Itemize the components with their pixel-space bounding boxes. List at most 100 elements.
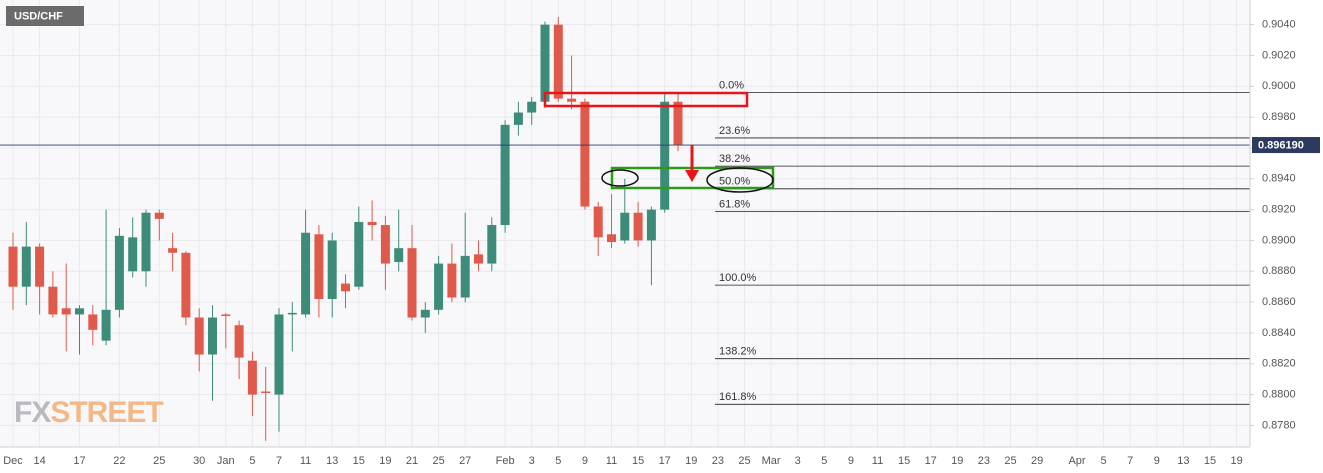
x-tick-label: 25 xyxy=(432,455,444,467)
x-tick-label: 27 xyxy=(459,455,471,467)
fib-label: 138.2% xyxy=(719,346,757,358)
candle-body xyxy=(633,212,643,241)
y-tick-label: 0.9020 xyxy=(1262,49,1296,61)
candle-body xyxy=(354,221,364,287)
x-tick-label: 17 xyxy=(925,455,937,467)
x-tick-label: 14 xyxy=(33,455,45,467)
last-price-tag xyxy=(1252,137,1320,154)
candles xyxy=(8,16,683,441)
x-tick-label: 5 xyxy=(249,455,255,467)
candle-body xyxy=(460,255,470,298)
x-tick-label: 13 xyxy=(1177,455,1189,467)
x-tick-label: 9 xyxy=(1154,455,1160,467)
x-tick-label: 11 xyxy=(606,455,617,467)
x-tick-label: 22 xyxy=(113,455,125,467)
x-tick-label: 19 xyxy=(685,455,697,467)
candle-body xyxy=(407,248,417,318)
candle-body xyxy=(673,101,683,145)
x-tick-label: Dec xyxy=(3,455,23,467)
fib-label: 61.8% xyxy=(719,198,750,210)
candle-body xyxy=(553,24,563,99)
candle-body xyxy=(274,314,284,395)
candle-body xyxy=(247,360,257,395)
candle-body xyxy=(447,263,457,298)
candle-body xyxy=(646,209,656,241)
ellipse xyxy=(601,169,639,187)
x-tick-label: 19 xyxy=(379,455,391,467)
y-tick-label: 0.8940 xyxy=(1262,173,1296,185)
candle-body xyxy=(420,309,430,318)
x-tick-label: Jan xyxy=(217,455,235,467)
candle-body xyxy=(660,101,670,210)
candle-body xyxy=(301,232,311,315)
chart-title: USD/CHF xyxy=(14,10,63,22)
x-tick-label: 5 xyxy=(821,455,827,467)
y-tick-label: 0.8780 xyxy=(1262,419,1296,431)
candle-body xyxy=(208,317,217,355)
x-tick-label: 5 xyxy=(1101,455,1107,467)
candle-body xyxy=(194,317,204,355)
x-tick-label: 21 xyxy=(406,455,418,467)
candle-body xyxy=(61,308,71,315)
candle-body xyxy=(607,234,616,242)
candle-body xyxy=(114,235,124,310)
candle-body xyxy=(168,248,178,253)
candle-body xyxy=(434,263,444,310)
candle-body xyxy=(474,254,483,264)
x-tick-label: 25 xyxy=(1004,455,1016,467)
candle-body xyxy=(513,112,523,125)
y-tick-label: 0.8820 xyxy=(1262,358,1296,370)
candle-body xyxy=(287,312,297,315)
fib-label: 100.0% xyxy=(719,272,757,284)
candle-body xyxy=(8,246,18,287)
candle-body xyxy=(394,248,404,263)
watermark-part: STREET xyxy=(50,396,163,429)
x-tick-label: 13 xyxy=(326,455,338,467)
watermark-part: FX xyxy=(14,396,51,429)
x-tick-label: 7 xyxy=(276,455,282,467)
candle-body xyxy=(380,225,390,264)
x-tick-label: 19 xyxy=(1230,455,1242,467)
candle-body xyxy=(593,206,603,238)
candle-body xyxy=(128,237,138,272)
candle-body xyxy=(181,252,191,318)
candle-body xyxy=(261,391,271,394)
x-tick-label: 11 xyxy=(872,455,883,467)
candle-body xyxy=(234,325,244,358)
candle-body xyxy=(620,212,630,241)
candle-body xyxy=(580,101,590,207)
x-tick-label: 11 xyxy=(300,455,311,467)
x-tick-label: Feb xyxy=(496,455,515,467)
candle-body xyxy=(221,314,231,316)
y-tick-label: 0.9000 xyxy=(1262,80,1296,92)
candle-body xyxy=(141,212,151,272)
x-tick-label: 17 xyxy=(73,455,85,467)
candle-body xyxy=(75,308,84,315)
x-tick-label: 15 xyxy=(632,455,644,467)
y-tick-label: 0.8840 xyxy=(1262,327,1296,339)
x-tick-label: 3 xyxy=(795,455,801,467)
candle-body xyxy=(341,283,350,292)
watermark: FXSTREET xyxy=(14,396,163,429)
x-tick-label: 23 xyxy=(712,455,724,467)
x-tick-label: 9 xyxy=(848,455,854,467)
x-tick-label: 3 xyxy=(529,455,535,467)
candle-body xyxy=(567,98,577,102)
arrow-head xyxy=(685,170,699,182)
fib-label: 0.0% xyxy=(719,79,744,91)
fib-label: 23.6% xyxy=(719,125,750,137)
candle-body xyxy=(314,234,324,300)
x-tick-label: 23 xyxy=(978,455,990,467)
x-tick-label: 5 xyxy=(555,455,561,467)
candle-body xyxy=(487,225,497,264)
candle-body xyxy=(500,124,510,226)
grid xyxy=(0,0,1250,447)
x-tick-label: 30 xyxy=(193,455,205,467)
y-tick-label: 0.8900 xyxy=(1262,234,1296,246)
candle-body xyxy=(48,286,58,315)
x-tick-label: 15 xyxy=(353,455,365,467)
fib-label: 161.8% xyxy=(719,391,757,403)
y-tick-label: 0.8800 xyxy=(1262,388,1296,400)
x-tick-label: 19 xyxy=(951,455,963,467)
